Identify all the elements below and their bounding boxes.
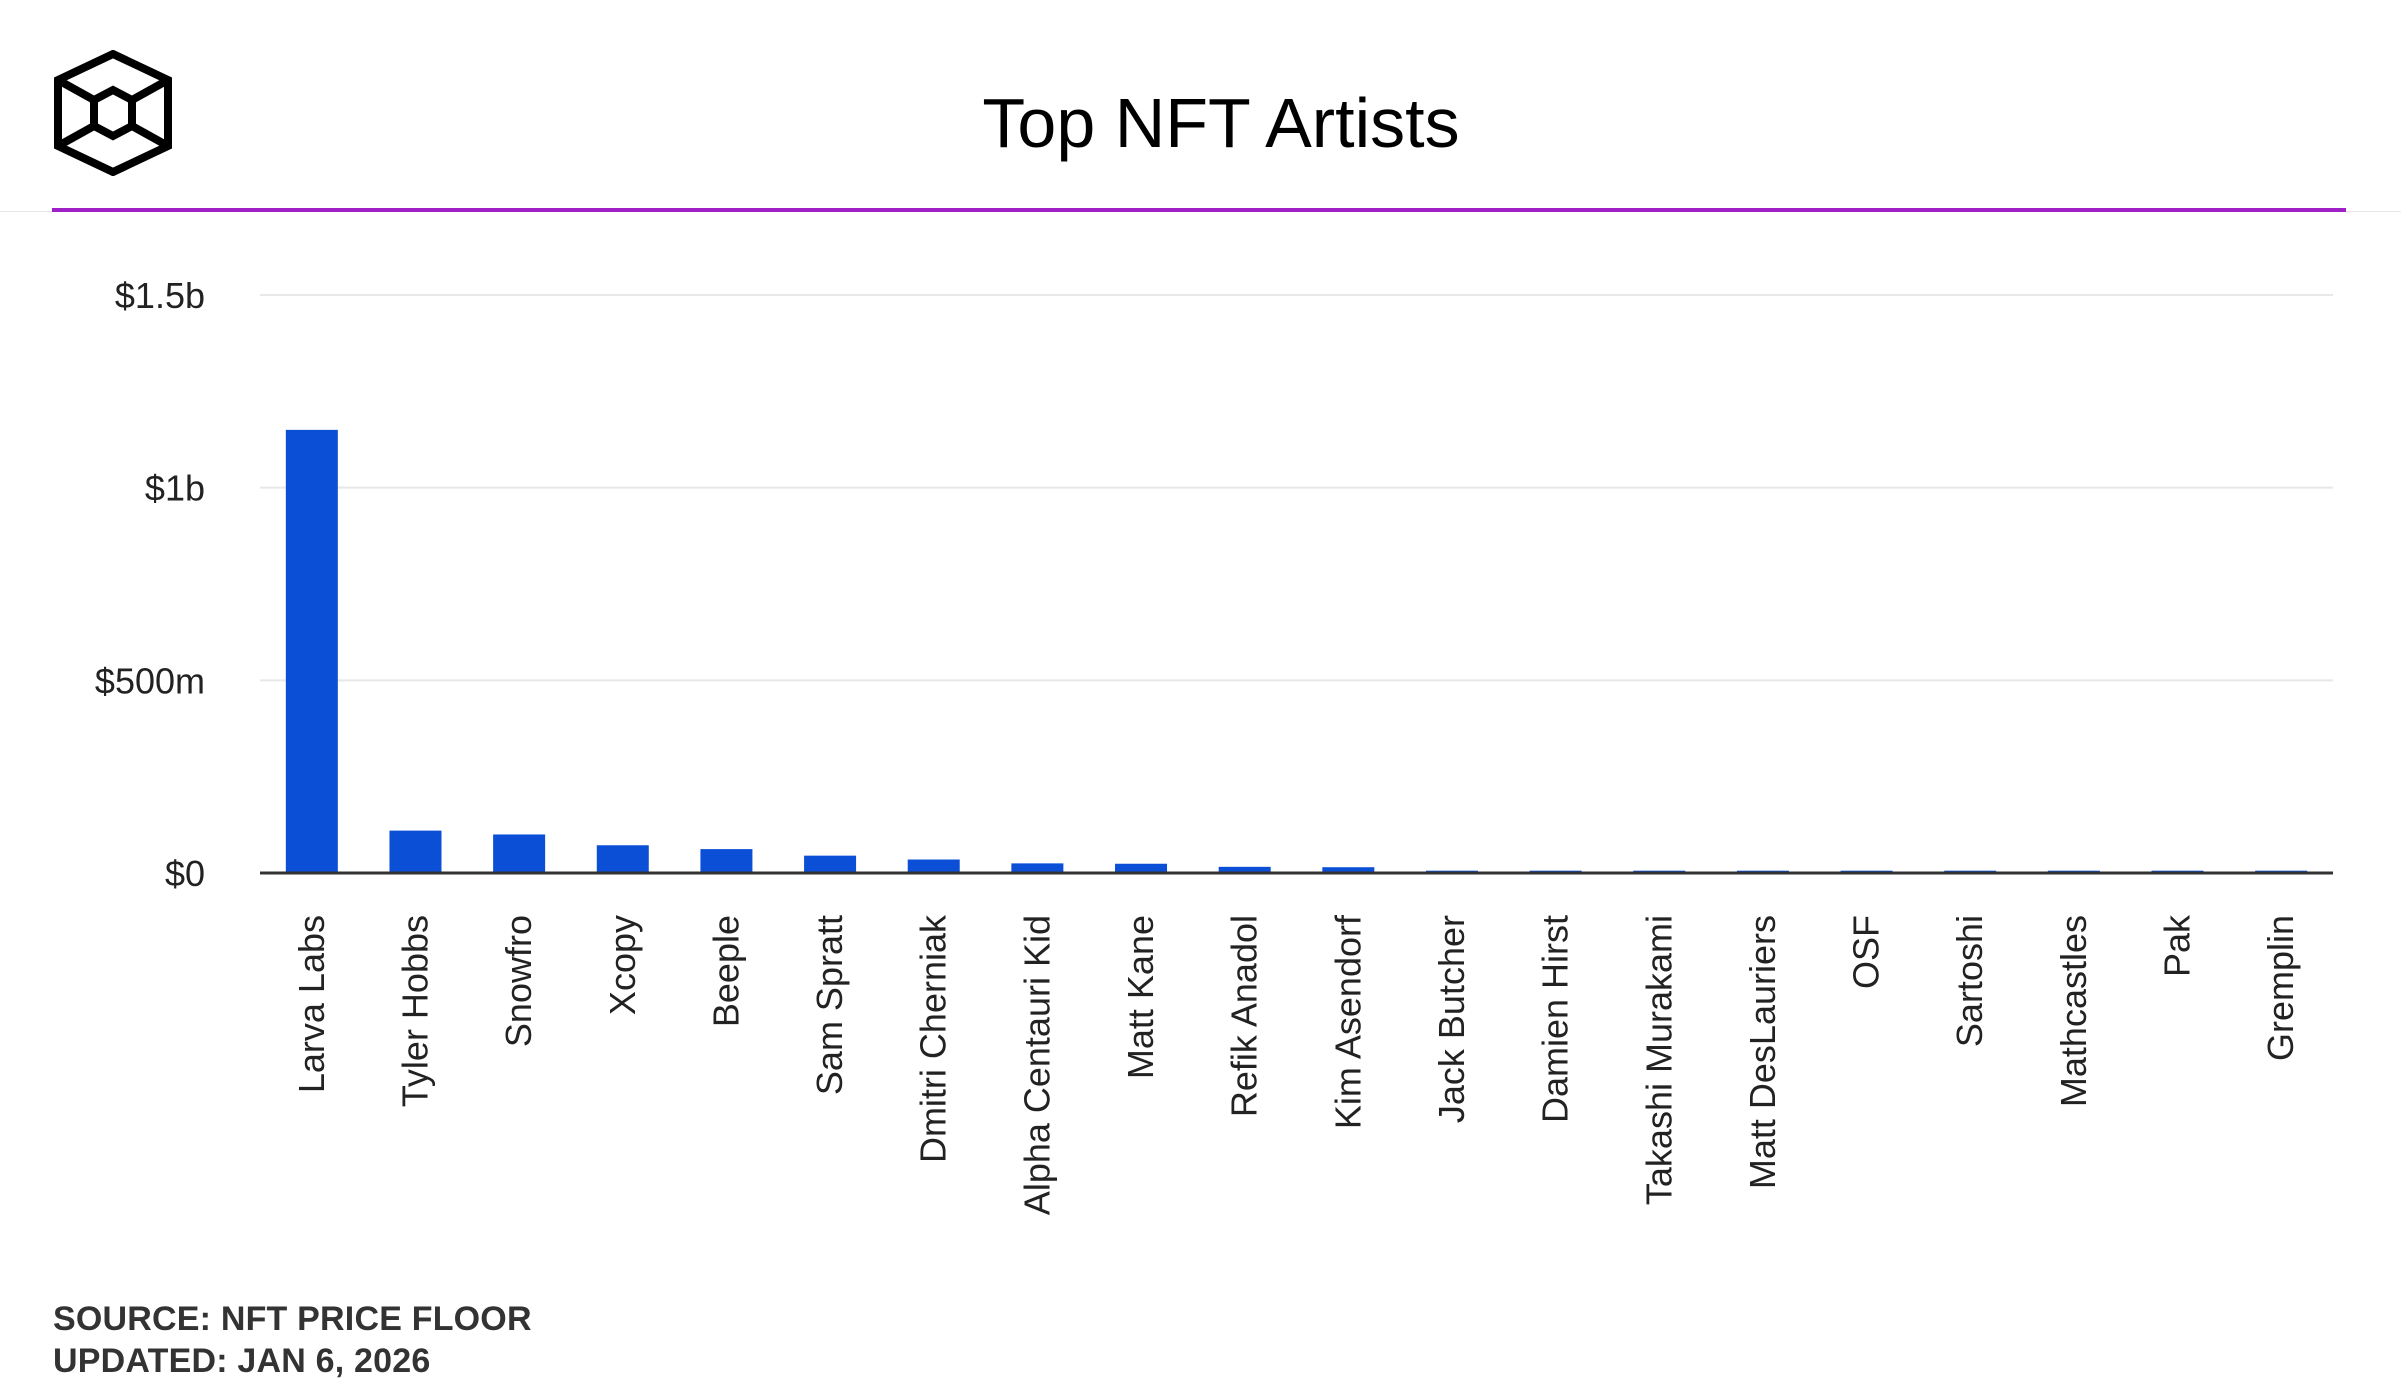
chart-title: Top NFT Artists xyxy=(982,84,1460,162)
x-tick-label: Tyler Hobbs xyxy=(394,915,435,1107)
x-tick-label: Damien Hirst xyxy=(1535,915,1576,1123)
y-tick-label: $1b xyxy=(145,468,205,509)
chart-header: Top NFT Artists xyxy=(0,0,2401,210)
chart-footer: SOURCE: NFT PRICE FLOOR UPDATED: JAN 6, … xyxy=(53,1298,532,1382)
updated-note: UPDATED: JAN 6, 2026 xyxy=(53,1342,431,1380)
x-axis-tick-labels: Larva Labs Tyler Hobbs Snowfro Xcopy Beeple S… xyxy=(291,914,2301,1215)
bar-sam-spratt xyxy=(804,855,857,873)
bar-alpha-centauri-kid xyxy=(1011,863,1064,873)
x-tick-label: Dmitri Cherniak xyxy=(913,914,954,1163)
bar-dmitri-cherniak xyxy=(907,859,960,873)
bar-kim-asendorf xyxy=(1322,867,1375,873)
x-tick-label: Sam Spratt xyxy=(809,915,850,1095)
bar-xcopy xyxy=(596,845,649,873)
x-tick-label: Refik Anadol xyxy=(1224,915,1265,1117)
y-tick-label: $0 xyxy=(165,853,205,894)
x-tick-label: Kim Asendorf xyxy=(1327,914,1368,1129)
x-tick-label: Pak xyxy=(2157,914,2198,977)
x-tick-label: OSF xyxy=(1846,915,1887,989)
x-tick-label: Alpha Centauri Kid xyxy=(1016,915,1057,1215)
x-tick-label: Matt DesLauriers xyxy=(1742,915,1783,1189)
x-tick-label: Gremplin xyxy=(2260,915,2301,1061)
x-tick-label: Xcopy xyxy=(602,915,643,1015)
x-tick-label: Mathcastles xyxy=(2053,915,2094,1107)
x-tick-label: Snowfro xyxy=(498,915,539,1047)
bar-refik-anadol xyxy=(1218,866,1271,873)
x-tick-label: Beeple xyxy=(705,915,746,1027)
bar-tyler-hobbs xyxy=(389,830,442,873)
x-tick-label: Takashi Murakami xyxy=(1638,915,1679,1205)
bar-larva-labs xyxy=(285,429,338,873)
y-tick-label: $1.5b xyxy=(115,275,205,316)
source-note: SOURCE: NFT PRICE FLOOR xyxy=(53,1300,532,1338)
gridlines xyxy=(260,294,2333,682)
bar-snowfro xyxy=(493,834,546,873)
y-axis-tick-labels: $0 $500m $1b $1.5b xyxy=(95,275,205,894)
x-tick-label: Larva Labs xyxy=(291,915,332,1093)
bar-matt-kane xyxy=(1115,863,1168,873)
x-tick-label: Matt Kane xyxy=(1120,915,1161,1079)
x-tick-label: Jack Butcher xyxy=(1431,915,1472,1123)
accent-divider xyxy=(52,208,2346,212)
cube-logo-icon xyxy=(54,50,172,176)
y-tick-label: $500m xyxy=(95,660,205,701)
x-tick-label: Sartoshi xyxy=(1949,915,1990,1047)
bar-beeple xyxy=(700,849,753,873)
bars xyxy=(285,429,2308,873)
